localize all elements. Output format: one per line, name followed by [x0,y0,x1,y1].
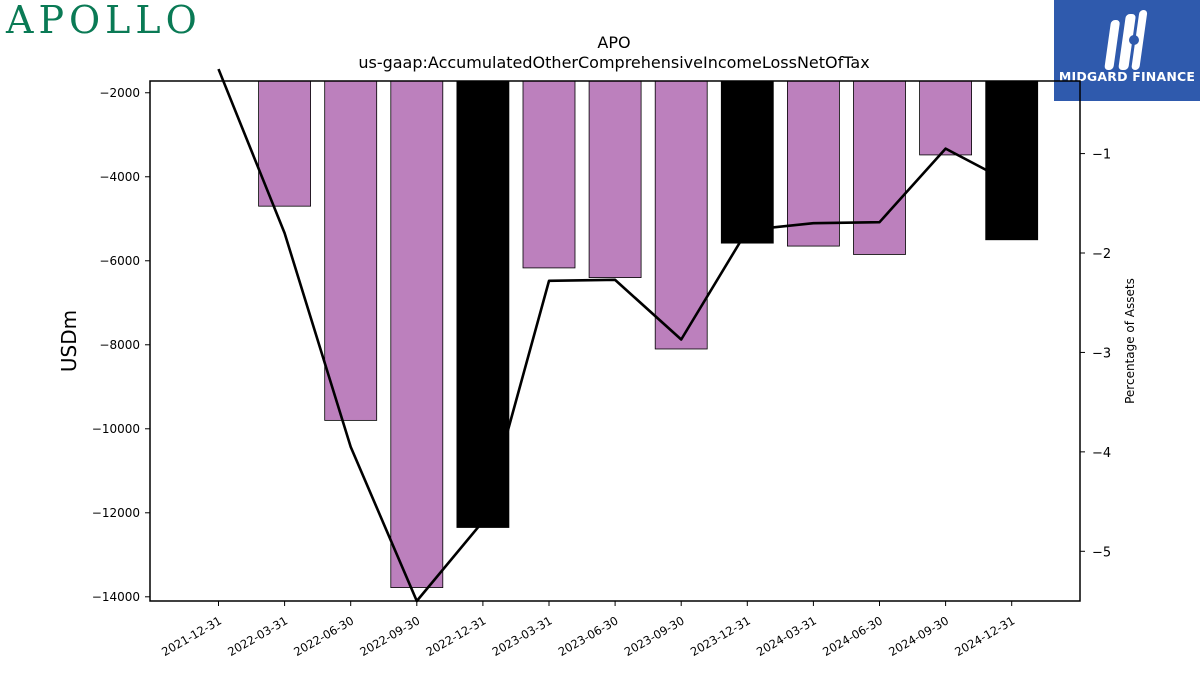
x-tick-label: 2024-12-31 [952,613,1017,659]
bar-2022-12-31 [456,80,510,528]
chart-title: APO [597,33,630,52]
x-tick-label: 2022-09-30 [357,613,422,659]
line-series-percentage-of-assets [217,68,1013,603]
x-tick-label: 2024-03-31 [754,613,819,659]
x-tick-label: 2022-06-30 [291,613,356,659]
y-axis-label-left: USDm [57,310,81,372]
line-layer [217,68,1013,603]
x-tick-label: 2023-06-30 [556,613,621,659]
y-axis-label-right: Percentage of Assets [1123,278,1137,404]
x-tick-label: 2024-06-30 [820,613,885,659]
y-left-tick-label: −14000 [92,590,140,604]
bar-2022-06-30 [324,80,378,421]
x-tick-label: 2023-12-31 [688,613,753,659]
bar-2024-06-30 [853,80,906,255]
bar-2024-03-31 [787,80,840,247]
bar-2023-06-30 [588,80,642,278]
apollo-logo: APOLLO [6,0,202,42]
midgard-logo-text: MIDGARD FINANCE [1058,69,1196,84]
y-right-tick-label: −4 [1092,446,1111,461]
y-right-tick-label: −2 [1092,247,1111,262]
bar-2023-12-31 [720,80,774,244]
midgard-finance-logo: MIDGARD FINANCE [1054,0,1200,101]
x-tick-label: 2021-12-31 [159,613,224,659]
y-left-tick-label: −10000 [92,422,140,436]
y-left-tick-label: −6000 [99,254,140,268]
y-right-tick-label: −1 [1092,148,1111,163]
bar-2022-09-30 [390,80,444,588]
x-tick-label: 2023-03-31 [490,613,555,659]
bar-2023-03-31 [522,80,576,269]
bar-2023-09-30 [654,80,708,350]
x-tick-label: 2022-03-31 [225,613,290,659]
y-left-tick-label: −4000 [99,170,140,184]
y-right-tick-label: −5 [1092,545,1111,560]
y-left-tick-label: −8000 [99,338,140,352]
y-left-tick-label: −12000 [92,506,140,520]
x-tick-label: 2022-12-31 [424,613,489,659]
bar-2022-03-31 [258,80,312,207]
bar-2024-09-30 [919,80,972,156]
x-tick-label: 2024-09-30 [886,613,951,659]
x-tick-label: 2023-09-30 [622,613,687,659]
midgard-logo-mark-icon [1104,10,1148,70]
bars-layer [258,80,1039,588]
y-left-tick-label: −2000 [99,86,140,100]
y-right-tick-label: −3 [1092,346,1111,361]
chart-subtitle: us-gaap:AccumulatedOtherComprehensiveInc… [358,53,869,72]
bar-2024-12-31 [985,80,1039,241]
